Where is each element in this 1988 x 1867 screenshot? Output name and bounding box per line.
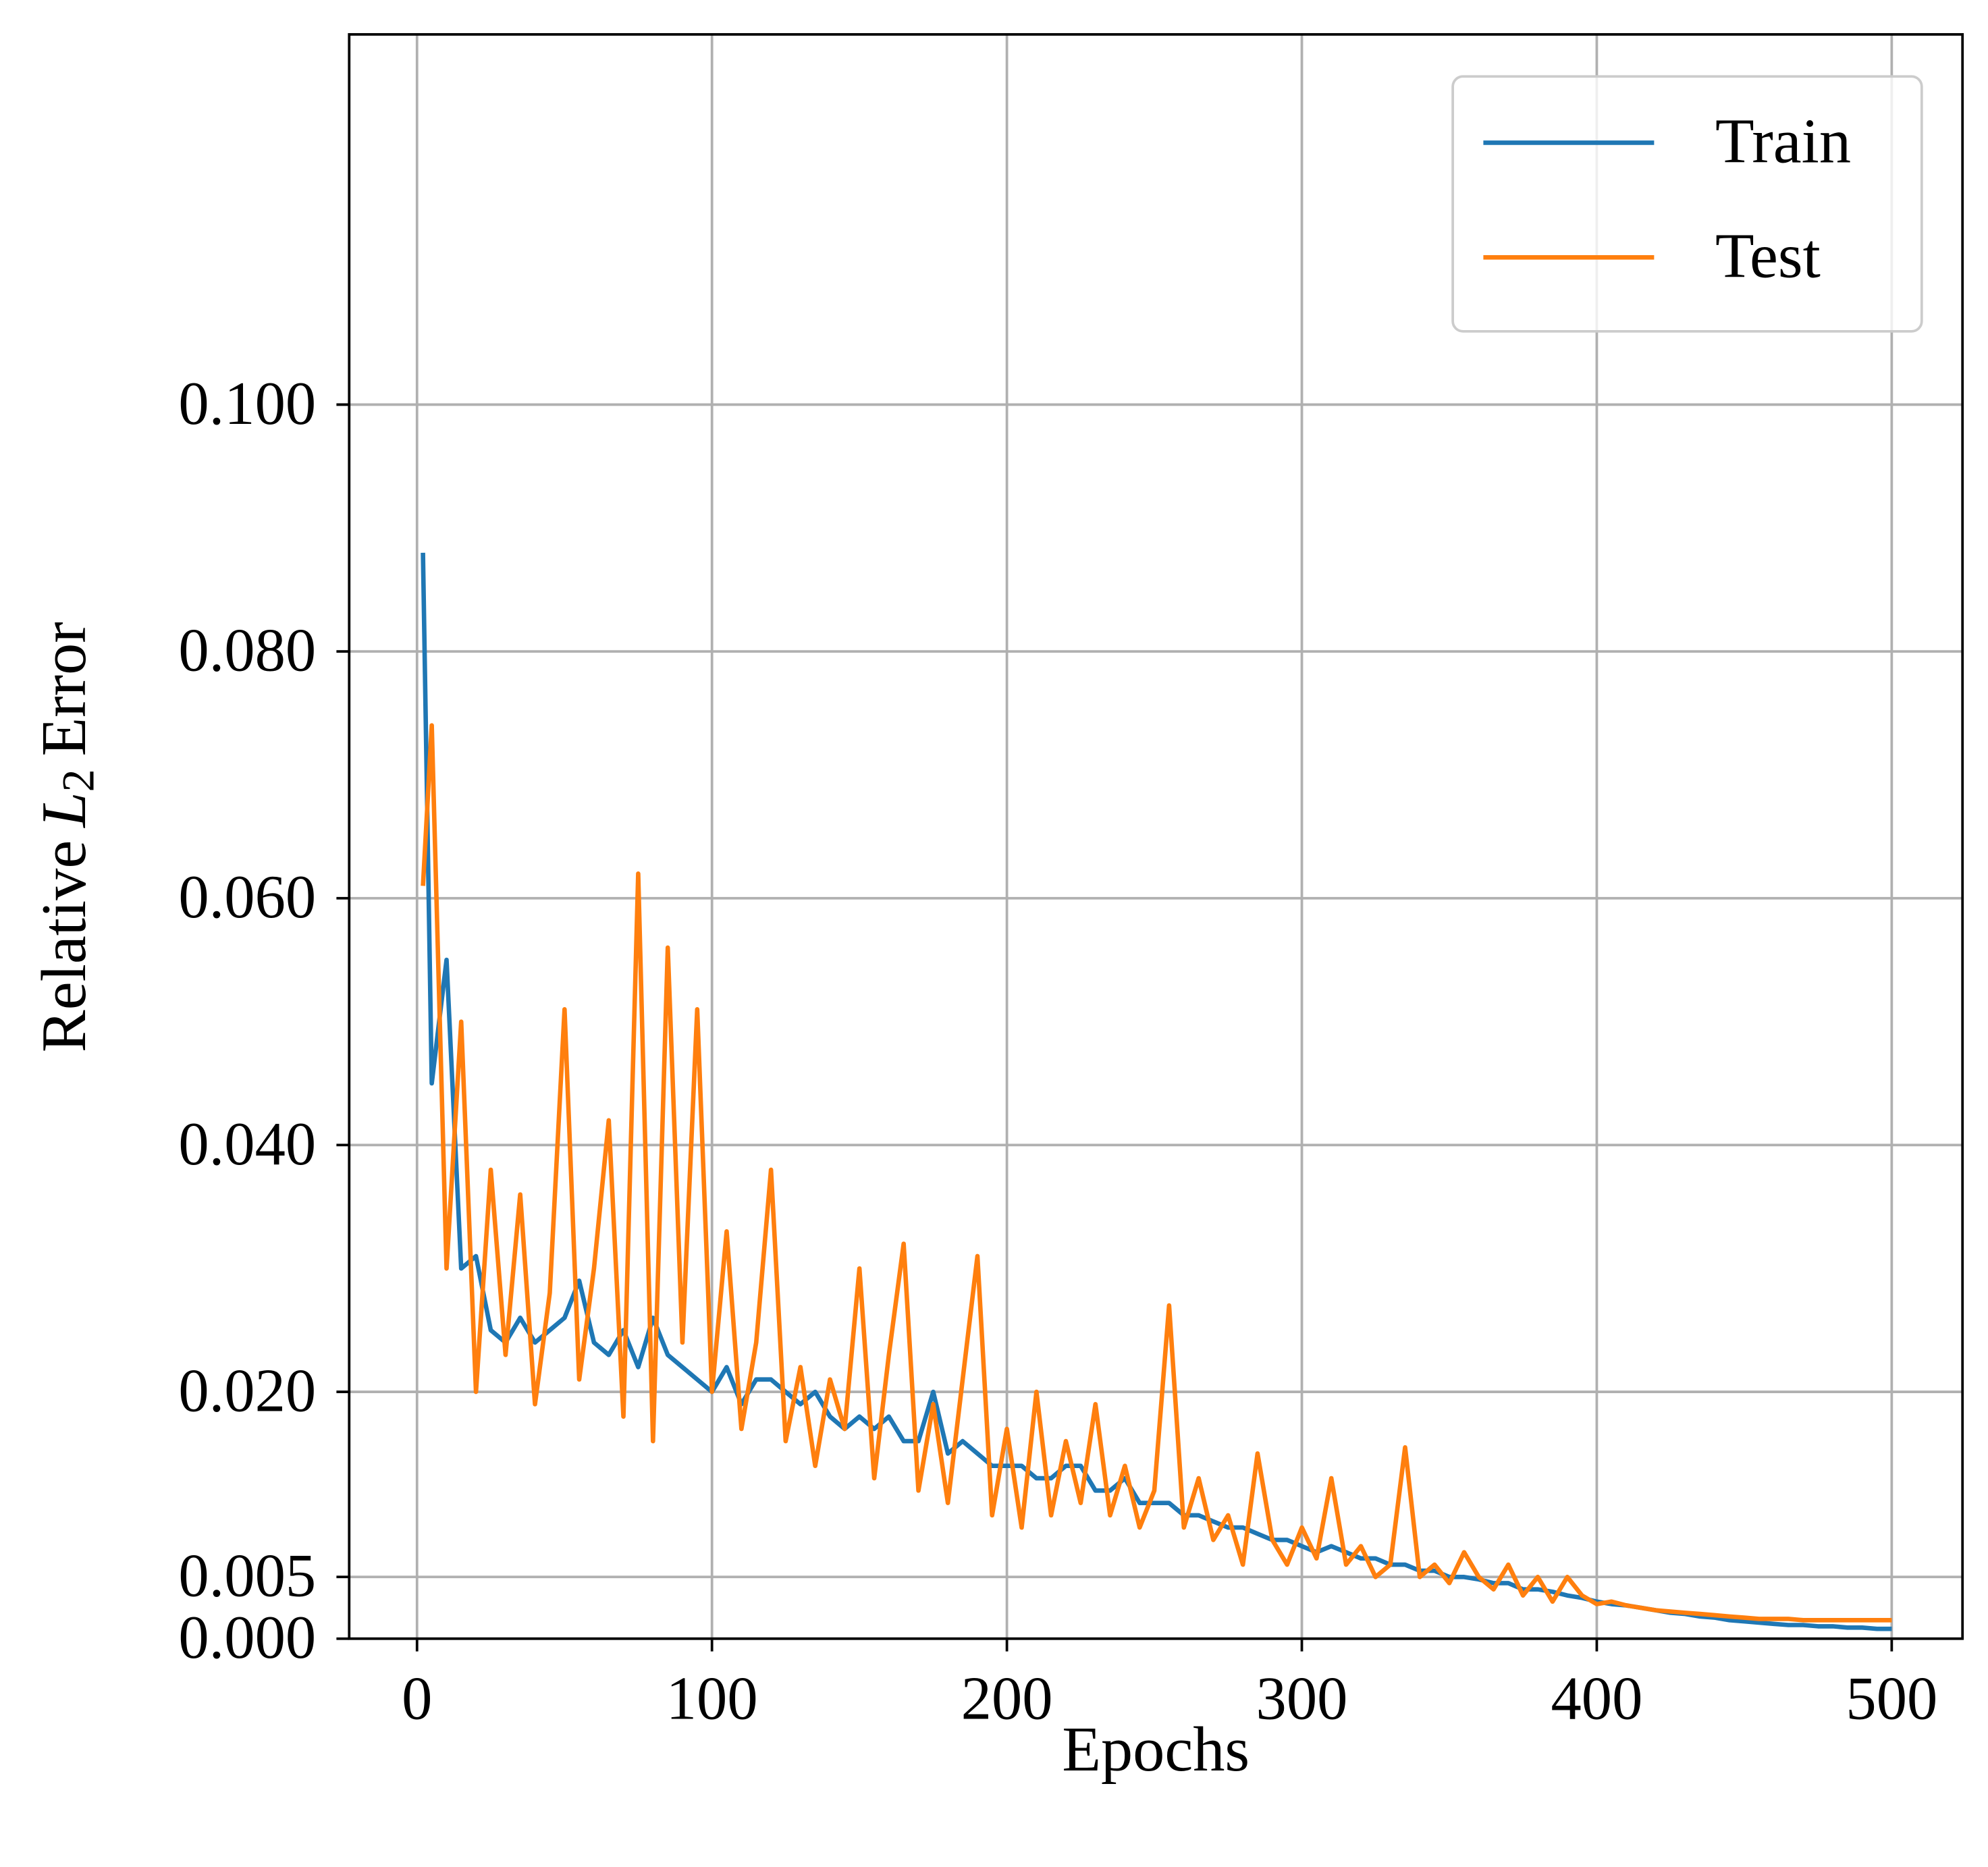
- x-axis-label: Epochs: [1062, 1714, 1250, 1785]
- legend: Train Test: [1451, 75, 1923, 333]
- y-label-prefix: Relative: [29, 840, 99, 1052]
- y-tick-label: 0.000: [178, 1603, 316, 1671]
- y-tick-label: 0.060: [178, 863, 316, 931]
- data-line: [421, 723, 1892, 1623]
- legend-label: Test: [1715, 221, 1821, 292]
- legend-box: [1451, 75, 1923, 333]
- y-axis-label: Relative L2 Error: [29, 622, 104, 1052]
- y-label-subscript: 2: [52, 769, 103, 792]
- y-tick-label: 0.080: [178, 616, 316, 684]
- x-tick-label: 500: [1846, 1665, 1937, 1733]
- x-tick-label: 200: [961, 1665, 1053, 1733]
- plot-frame: [348, 33, 1964, 1640]
- legend-label: Train: [1715, 107, 1851, 177]
- x-tick-label: 100: [666, 1665, 758, 1733]
- x-tick-label: 0: [402, 1665, 432, 1733]
- y-tick-label: 0.005: [178, 1542, 316, 1610]
- y-tick-label: 0.020: [178, 1356, 316, 1424]
- y-label-symbol: L: [29, 792, 99, 829]
- y-tick-label: 0.100: [178, 369, 316, 437]
- y-label-suffix: Error: [29, 622, 99, 756]
- y-tick-label: 0.040: [178, 1110, 316, 1178]
- x-tick-label: 400: [1551, 1665, 1642, 1733]
- x-tick-label: 300: [1256, 1665, 1348, 1733]
